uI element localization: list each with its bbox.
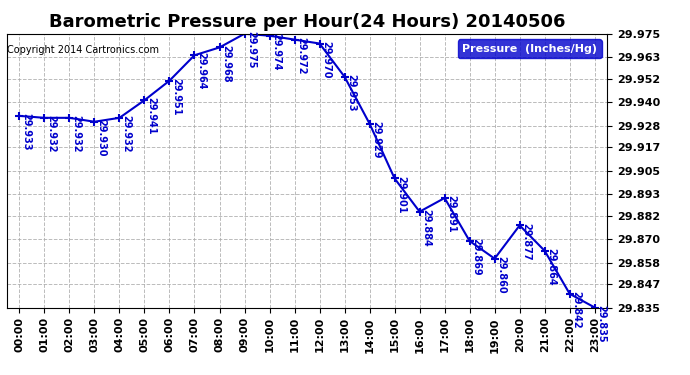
Text: 29.953: 29.953 [346,74,357,111]
Text: 29.972: 29.972 [297,37,306,74]
Text: 29.951: 29.951 [171,78,181,116]
Text: 29.901: 29.901 [397,176,406,213]
Text: 29.864: 29.864 [546,248,557,286]
Text: 29.975: 29.975 [246,31,257,69]
Text: 29.884: 29.884 [422,209,431,247]
Title: Barometric Pressure per Hour(24 Hours) 20140506: Barometric Pressure per Hour(24 Hours) 2… [49,13,565,31]
Text: 29.891: 29.891 [446,195,457,233]
Text: 29.930: 29.930 [97,119,106,156]
Text: 29.968: 29.968 [221,45,231,82]
Text: 29.835: 29.835 [597,305,607,342]
Text: 29.842: 29.842 [571,291,582,328]
Text: 29.860: 29.860 [497,256,506,294]
Text: 29.964: 29.964 [197,53,206,90]
Text: 29.869: 29.869 [471,238,482,276]
Text: 29.932: 29.932 [71,115,81,153]
Text: 29.970: 29.970 [322,41,331,78]
Text: 29.974: 29.974 [271,33,282,70]
Text: 29.929: 29.929 [371,121,382,158]
Text: 29.932: 29.932 [121,115,131,153]
Text: 29.941: 29.941 [146,98,157,135]
Text: Copyright 2014 Cartronics.com: Copyright 2014 Cartronics.com [7,45,159,55]
Text: 29.933: 29.933 [21,113,31,151]
Text: 29.877: 29.877 [522,223,531,260]
Text: 29.932: 29.932 [46,115,57,153]
Legend: Pressure  (Inches/Hg): Pressure (Inches/Hg) [457,39,602,58]
